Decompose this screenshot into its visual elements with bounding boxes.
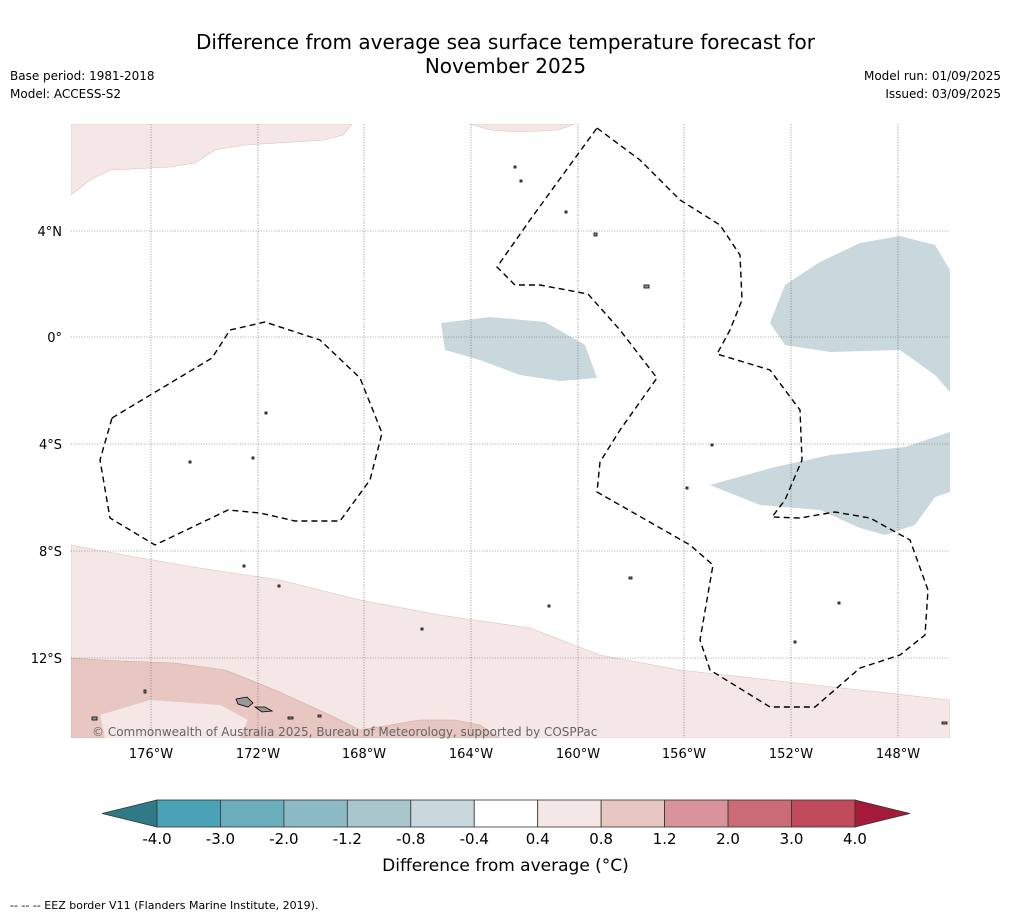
colorbar-tick: 0.4 [526,830,550,848]
eez-border-west [99,321,383,546]
graticule [71,124,950,738]
colorbar-tick: 4.0 [843,830,867,848]
colorbar-tick: -3.0 [206,830,235,848]
meta-left: Base period: 1981-2018 Model: ACCESS-S2 [10,67,155,103]
issued-date: Issued: 03/09/2025 [885,87,1001,101]
colorbar-over-arrow [854,799,911,828]
colorbar-tick: -0.8 [396,830,425,848]
lon-label: 176°W [129,747,173,762]
lat-label: 0° [47,331,62,346]
colorbar-bin [473,799,539,828]
colorbar: -4.0 -3.0 -2.0 -1.2 -0.8 -0.4 0.4 0.8 1.2 2.0 3.0 4… [101,799,911,848]
map-title: Difference from average sea surface temp… [0,30,1011,78]
anomaly-region-equator-cool [441,317,597,381]
colorbar-tick: 3.0 [780,830,804,848]
base-period: Base period: 1981-2018 [10,69,155,83]
title-line-2: November 2025 [424,54,587,78]
island-savaii [235,696,254,708]
colorbar-tick: -2.0 [269,830,298,848]
colorbar-bin [727,799,792,828]
lon-label: 164°W [449,747,493,762]
colorbar-tick: -4.0 [142,830,171,848]
colorbar-under-arrow [101,799,158,828]
colorbar-bin [600,799,666,828]
eez-borders [99,127,929,708]
lon-label: 148°W [876,747,920,762]
lon-label: 172°W [236,747,280,762]
colorbar-bin [346,799,412,828]
colorbar-tick: 1.2 [653,830,677,848]
anomaly-region-north-center [469,124,576,133]
colorbar-tick: 2.0 [716,830,740,848]
lon-label: 168°W [342,747,386,762]
colorbar-tick: -1.2 [333,830,362,848]
colorbar-bin [283,799,348,828]
lat-label: 4°S [39,438,62,453]
islands [91,165,948,725]
colorbar-bin [537,799,602,828]
lat-label: 12°S [31,652,62,667]
anomaly-inner-cool-pocket [100,700,248,738]
lon-label: 152°W [769,747,813,762]
eez-border-central [496,127,929,708]
latitude-axis: 4°N 0° 4°S 8°S 12°S [31,225,62,667]
copyright-notice: © Commonwealth of Australia 2025, Bureau… [92,725,597,739]
lat-label: 8°S [39,545,62,560]
island-upolu [253,706,274,713]
meta-right: Model run: 01/09/2025 Issued: 03/09/2025 [864,67,1001,103]
anomaly-region-northwest [71,124,353,196]
lon-label: 160°W [556,747,600,762]
colorbar-tick: 0.8 [589,830,613,848]
longitude-axis: 176°W 172°W 168°W 164°W 160°W 156°W 152°… [129,747,920,762]
model-run: Model run: 01/09/2025 [863,69,1001,83]
colorbar-bin [791,799,856,828]
title-line-1: Difference from average sea surface temp… [195,30,815,54]
colorbar-tick: -0.4 [460,830,489,848]
anomaly-region-south [71,544,950,738]
model-name: Model: ACCESS-S2 [10,87,122,101]
anomaly-region-east-cool [770,236,950,392]
colorbar-label: Difference from average (°C) [382,856,629,876]
lon-label: 156°W [662,747,706,762]
colorbar-bin [664,799,729,828]
anomaly-region-southeast-cool [710,432,950,535]
lat-label: 4°N [38,225,63,240]
colorbar-bin [220,799,285,828]
map-area [71,124,950,738]
eez-footnote: -- -- -- EEZ border V11 (Flanders Marine… [10,899,319,912]
colorbar-bin [156,799,221,828]
colorbar-bin [410,799,475,828]
